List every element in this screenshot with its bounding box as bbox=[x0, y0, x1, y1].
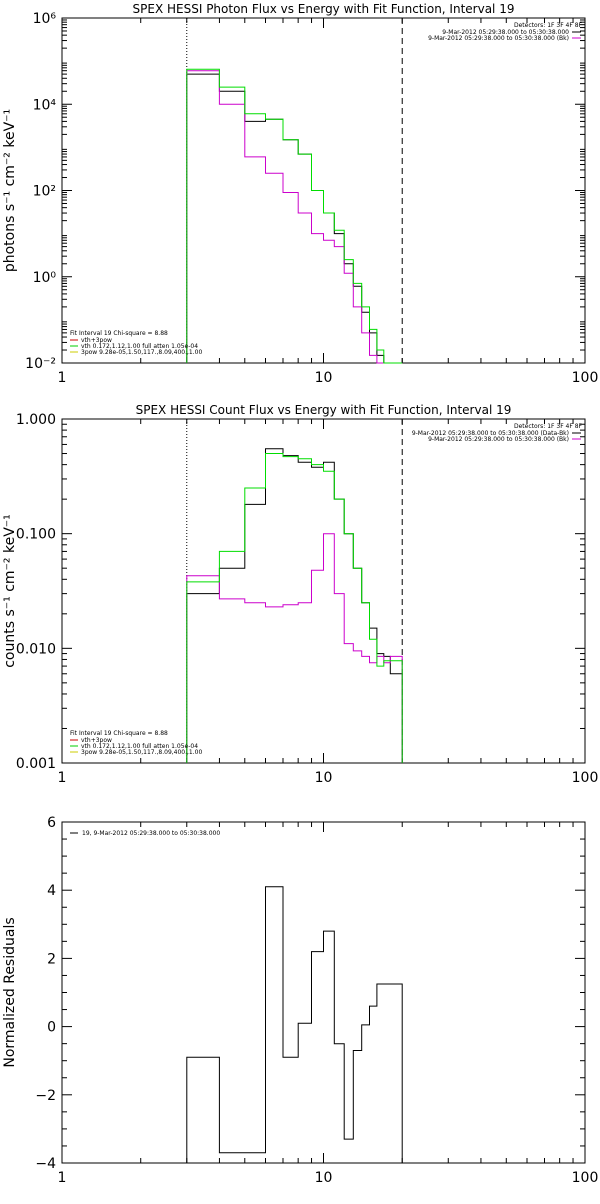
chart-title: SPEX HESSI Photon Flux vs Energy with Fi… bbox=[133, 2, 515, 16]
y-tick-label: 10⁴ bbox=[33, 97, 57, 113]
y-tick-label: 6 bbox=[47, 815, 56, 831]
chart-title: SPEX HESSI Count Flux vs Energy with Fit… bbox=[136, 403, 512, 417]
y-tick-label: 2 bbox=[47, 951, 56, 967]
plot-frame bbox=[61, 821, 586, 1164]
y-tick-label: 10² bbox=[33, 184, 56, 200]
series-2-line bbox=[186, 453, 403, 763]
y-tick-label: 10⁶ bbox=[33, 11, 57, 27]
legend-detectors: Detectors: 1F 3F 4F 8F bbox=[514, 423, 583, 430]
x-tick-label: 100 bbox=[572, 370, 599, 386]
legend-fit-item: 3pow 9.28e-05,1.50,117.,8.09,400.,1.00 bbox=[81, 349, 202, 356]
x-tick-label: 10 bbox=[315, 770, 333, 786]
y-tick-label: 0.010 bbox=[16, 641, 56, 657]
legend-item: 9-Mar-2012 05:29:38.000 to 05:30:38.000 … bbox=[412, 430, 569, 437]
y-axis-label: Normalized Residuals bbox=[2, 917, 18, 1067]
y-tick-label: 1.000 bbox=[16, 412, 56, 428]
legend-item: 9-Mar-2012 05:29:38.000 to 05:30:38.000 bbox=[442, 29, 569, 36]
x-tick-label: 1 bbox=[58, 1170, 67, 1186]
series-1-line bbox=[186, 70, 403, 364]
legend-fit-item: vth 0.172,1.12,1.00 full atten 1.05e-04 bbox=[81, 343, 198, 350]
y-tick-label: 0 bbox=[47, 1020, 56, 1036]
legend-item: 19, 9-Mar-2012 05:29:38.000 to 05:30:38.… bbox=[82, 830, 220, 837]
x-tick-label: 10 bbox=[315, 1170, 333, 1186]
y-tick-label: 0.100 bbox=[16, 527, 56, 543]
legend-fit-header: Fit Interval 19 Chi-square = 8.88 bbox=[70, 330, 168, 337]
legend-fit-header: Fit Interval 19 Chi-square = 8.88 bbox=[70, 730, 168, 737]
series-2-line bbox=[186, 68, 403, 364]
legend-fit-item: 3pow 9.28e-05,1.50,117.,8.09,400.,1.00 bbox=[81, 749, 202, 756]
y-tick-label: −2 bbox=[35, 1088, 56, 1104]
x-tick-label: 100 bbox=[572, 770, 599, 786]
legend-fit-item: vth+3pow bbox=[81, 737, 112, 744]
legend-item: 9-Mar-2012 05:29:38.000 to 05:30:38.000 … bbox=[428, 436, 569, 443]
series-0-line bbox=[186, 886, 403, 1163]
x-tick-label: 1 bbox=[58, 770, 67, 786]
y-tick-label: 10⁻² bbox=[25, 356, 56, 372]
y-tick-label: 10⁰ bbox=[33, 270, 57, 286]
x-tick-label: 1 bbox=[58, 370, 67, 386]
y-axis-label: counts s⁻¹ cm⁻² keV⁻¹ bbox=[2, 514, 18, 668]
x-tick-label: 10 bbox=[315, 370, 333, 386]
y-axis-label: photons s⁻¹ cm⁻² keV⁻¹ bbox=[2, 109, 18, 272]
x-tick-label: 100 bbox=[572, 1170, 599, 1186]
y-tick-label: 4 bbox=[47, 883, 56, 899]
legend-fit-item: vth 0.172,1.12,1.00 full atten 1.05e-04 bbox=[81, 743, 198, 750]
legend-detectors: Detectors: 1F 3F 4F 8F bbox=[514, 22, 583, 29]
legend-item: 9-Mar-2012 05:29:38.000 to 05:30:38.000 … bbox=[428, 35, 569, 42]
series-1-line bbox=[186, 533, 403, 763]
y-tick-label: 0.001 bbox=[16, 756, 56, 772]
y-tick-label: −4 bbox=[35, 1156, 56, 1172]
legend-fit-item: vth+3pow bbox=[81, 337, 112, 344]
